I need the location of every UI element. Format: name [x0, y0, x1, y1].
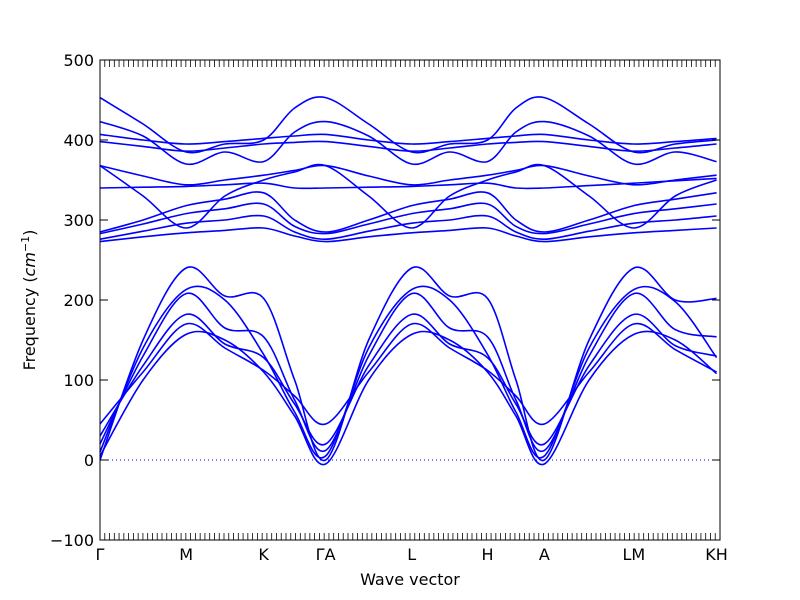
band-line-4	[99, 313, 717, 446]
x-tick-label: LM	[623, 545, 646, 564]
x-tick-label: A	[539, 545, 550, 564]
y-axis-label-text: Frequency	[20, 288, 39, 371]
y-axis-label-unit: cm	[20, 252, 39, 276]
band-line-2	[99, 285, 718, 459]
x-tick-label: K	[258, 545, 269, 564]
band-line-8	[99, 120, 717, 166]
band-line-11	[99, 164, 717, 186]
band-line-10	[99, 140, 717, 153]
x-tick-label: L	[407, 545, 416, 564]
band-line-6	[99, 330, 718, 466]
x-tick-label: ΓA	[316, 545, 336, 564]
y-axis-label: Frequency (cm−1)	[19, 230, 39, 371]
y-tick-label: 100	[63, 371, 94, 390]
band-line-16	[99, 214, 717, 241]
y-tick-label: 500	[63, 51, 94, 70]
band-line-1	[99, 266, 717, 462]
x-axis-label: Wave vector	[360, 570, 460, 589]
y-tick-label: −100	[50, 531, 94, 550]
series-layer	[99, 96, 718, 466]
band-line-12	[99, 163, 717, 229]
y-tick-label: 300	[63, 211, 94, 230]
x-axis-ticks: Γ M K ΓA L H A LM KH	[96, 60, 728, 564]
band-line-13	[99, 177, 717, 190]
band-line-3	[99, 292, 717, 453]
x-tick-label: KH	[705, 545, 728, 564]
y-axis-label-unit-exponent: −1	[19, 236, 32, 252]
band-line-5	[99, 322, 717, 426]
y-tick-label: 400	[63, 131, 94, 150]
y-axis-ticks: −100 0 100 200 300 400 500	[50, 51, 720, 550]
y-tick-label: 200	[63, 291, 94, 310]
y-tick-label: 0	[84, 451, 94, 470]
x-tick-label: H	[481, 545, 493, 564]
x-tick-label: Γ	[96, 545, 105, 564]
band-line-14	[99, 191, 717, 233]
band-line-9	[99, 133, 717, 145]
band-line-17	[99, 227, 717, 243]
band-line-15	[99, 202, 717, 235]
x-tick-label: M	[179, 545, 193, 564]
